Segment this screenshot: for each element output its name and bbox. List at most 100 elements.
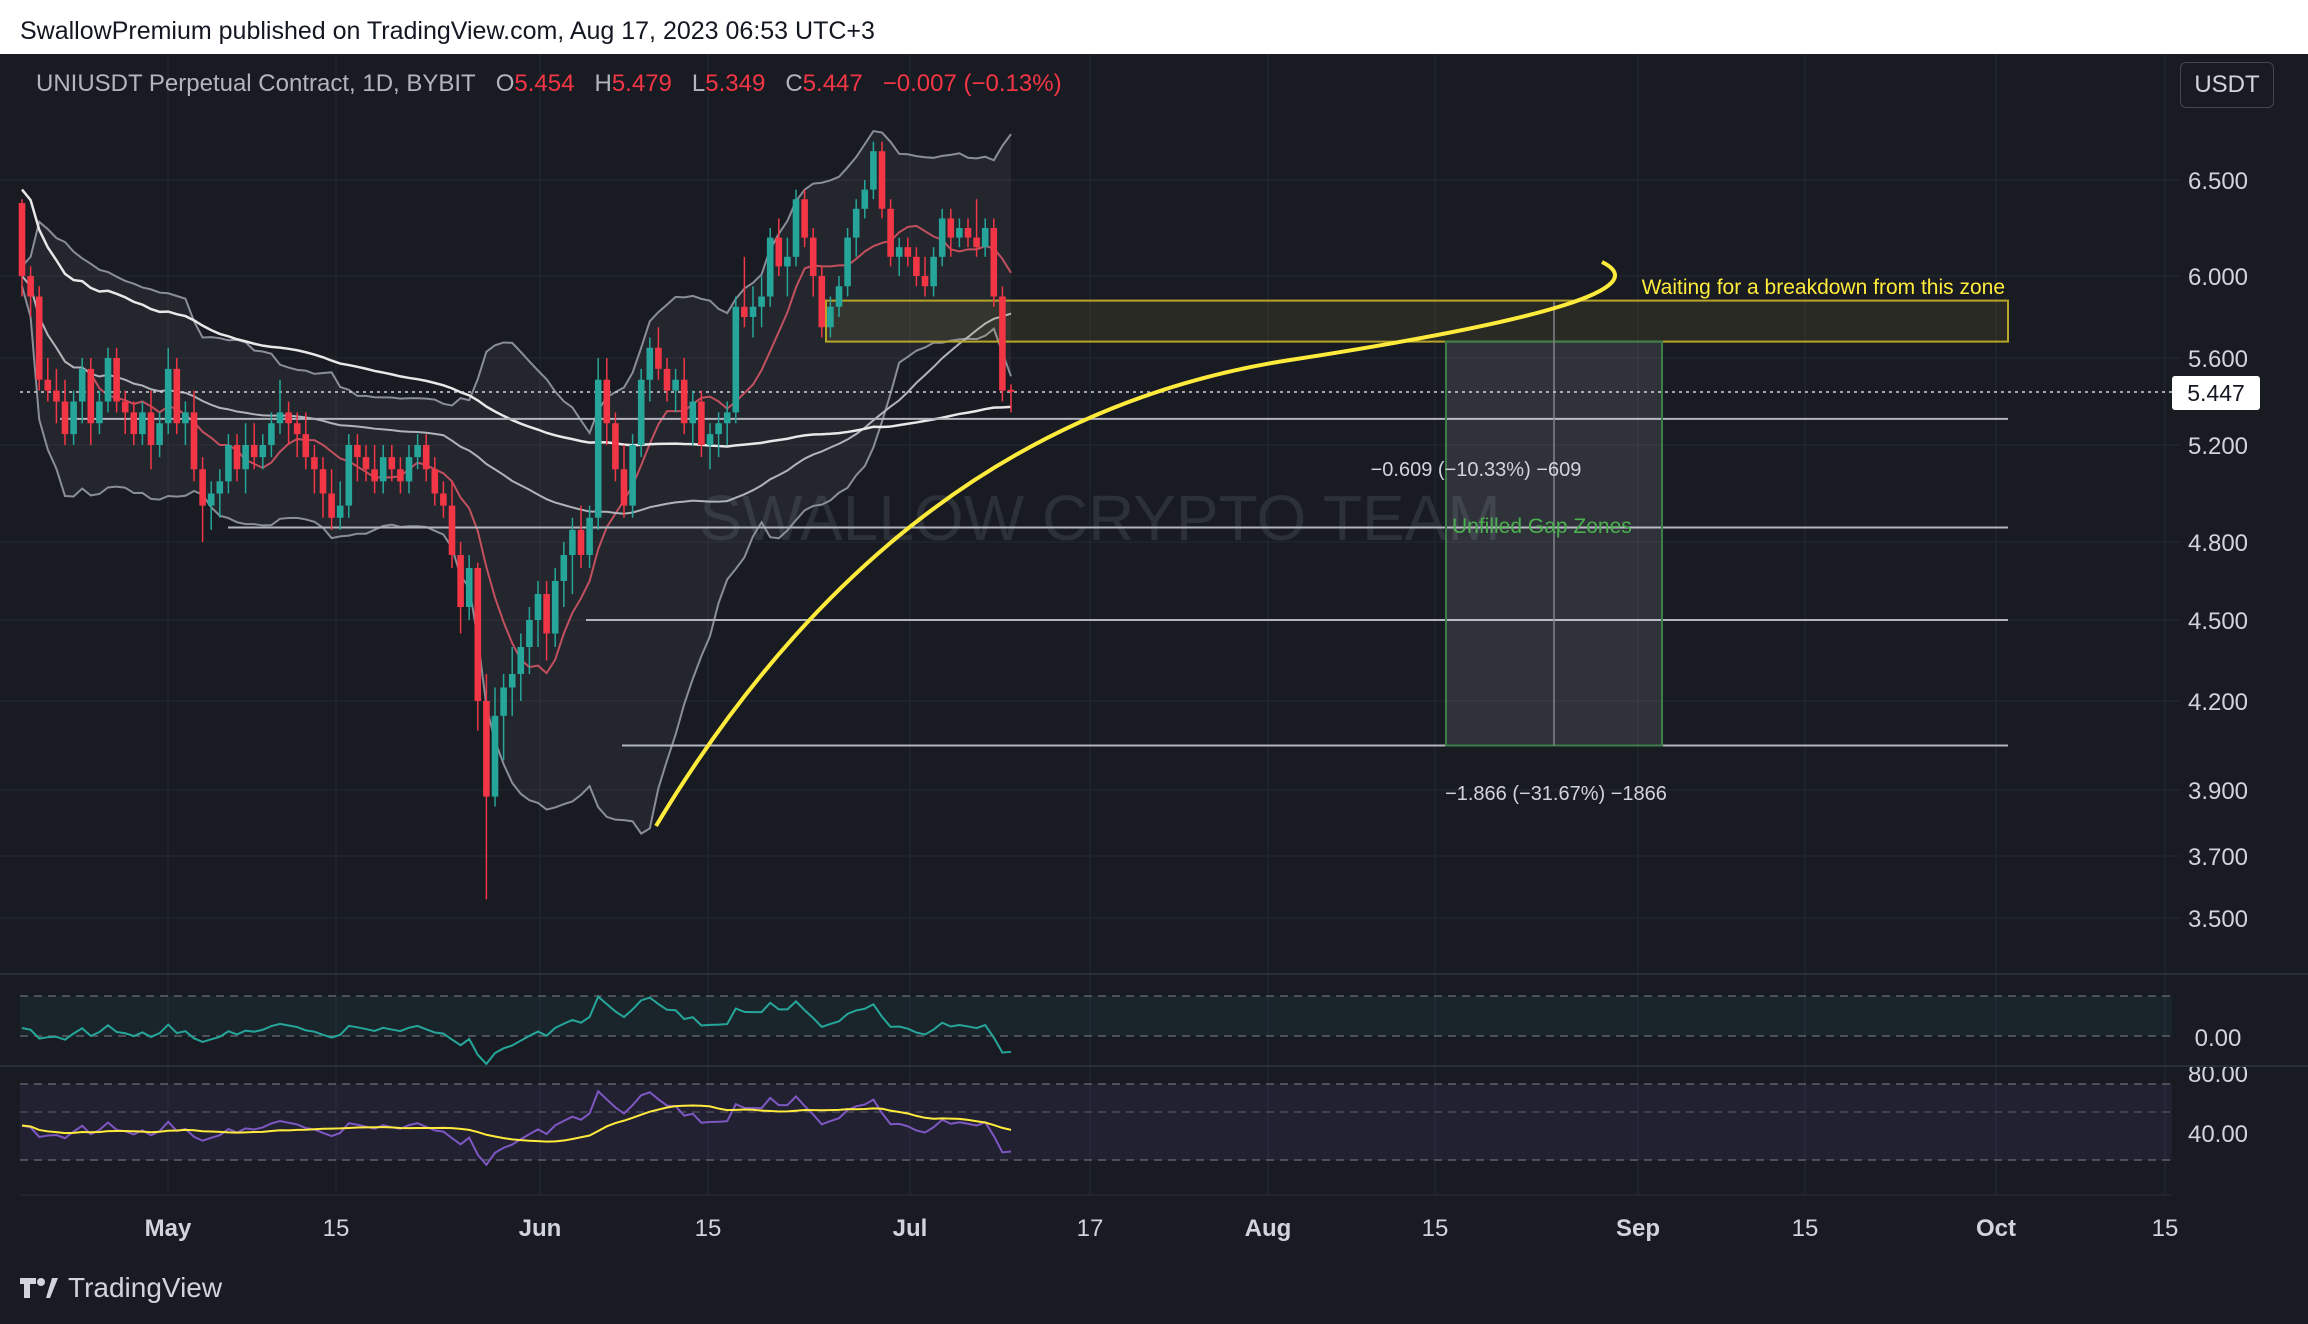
candle-body-33 [302, 434, 310, 458]
current-price-badge [2172, 376, 2260, 410]
price-tick-1: 6.000 [2188, 264, 2248, 291]
candle-body-71 [629, 445, 636, 506]
candle-body-18 [173, 368, 181, 424]
band-lower [21, 285, 1012, 835]
candle-body-61 [543, 594, 550, 634]
close-value: 5.447 [802, 70, 863, 97]
tradingview-logo-icon [20, 1278, 58, 1298]
gap-label: Unfilled Gap Zones [1452, 515, 1632, 538]
candle-body-48 [431, 469, 439, 494]
candle-body-0 [18, 203, 26, 276]
candle-body-82 [723, 412, 731, 424]
candle-body-47 [422, 445, 430, 470]
candle-body-103 [904, 247, 912, 257]
candle-body-58 [517, 647, 525, 674]
candle-body-80 [706, 434, 714, 445]
ma-slow [21, 188, 1012, 448]
bottom-bar [0, 1254, 2308, 1324]
candle-body-32 [293, 423, 301, 435]
tradingview-brand[interactable]: TradingView [18, 1270, 222, 1306]
candle-body-24 [225, 445, 232, 482]
watermark: SWALLOW CRYPTO TEAM [699, 482, 1500, 554]
candle-body-52 [465, 568, 473, 607]
candle-body-65 [577, 529, 585, 555]
price-tick-9: 3.500 [2188, 906, 2248, 933]
candle-body-35 [319, 469, 327, 494]
candle-body-114 [999, 296, 1006, 391]
candle-body-45 [405, 457, 413, 482]
candle-body-50 [448, 505, 456, 555]
price-tick-5: 4.500 [2188, 608, 2248, 635]
low-key: L [691, 70, 706, 97]
candle-body-88 [775, 237, 783, 267]
candle-body-94 [827, 306, 834, 328]
candle-body-11 [113, 358, 120, 402]
currency-button[interactable]: USDT [2180, 62, 2274, 108]
candle-body-70 [620, 469, 628, 506]
grid-lines [0, 54, 2180, 1195]
current-price-label: 5.447 [2187, 380, 2245, 406]
candle-body-59 [526, 620, 533, 647]
osc1-label: 0.00 [2195, 1025, 2242, 1052]
high-value: 5.479 [611, 70, 672, 97]
candle-body-13 [130, 412, 138, 435]
candle-body-39 [354, 445, 361, 458]
time-tick-7: 15 [1422, 1215, 1449, 1242]
band-upper [21, 129, 1012, 436]
candle-body-19 [182, 412, 189, 424]
candle-body-100 [878, 151, 886, 209]
candle-body-38 [345, 445, 353, 506]
candle-body-90 [792, 199, 800, 257]
candle-body-96 [844, 237, 851, 287]
open-value: 5.454 [514, 70, 575, 97]
candle-body-87 [766, 237, 774, 297]
candle-body-55 [491, 715, 499, 797]
candle-body-41 [371, 469, 378, 482]
time-tick-6: Aug [1245, 1215, 1292, 1242]
rsi-band [20, 1084, 2172, 1160]
candle-body-44 [397, 469, 404, 482]
time-tick-3: 15 [695, 1215, 722, 1242]
time-tick-4: Jul [893, 1215, 928, 1242]
price-tick-2: 5.600 [2188, 346, 2248, 373]
chart-background [0, 54, 2308, 1254]
oscillator-1: 0.00 [0, 973, 2308, 1066]
price-tick-3: 5.200 [2188, 433, 2248, 460]
time-tick-9: 15 [1792, 1215, 1819, 1242]
price-axis: 6.500 6.000 5.600 5.200 4.800 4.500 4.200 3.900… [2172, 168, 2260, 933]
price-tick-6: 4.200 [2188, 689, 2248, 716]
candle-body-102 [895, 247, 903, 257]
candle-body-36 [328, 493, 335, 518]
candle-body-69 [612, 423, 619, 470]
candle-body-76 [672, 379, 679, 391]
candle-body-31 [285, 412, 292, 424]
candle-body-113 [990, 228, 998, 297]
candle-body-99 [870, 151, 877, 190]
candle-body-40 [362, 457, 370, 470]
symbol-name: UNIUSDT Perpetual Contract, 1D, BYBIT [36, 70, 476, 97]
candles [18, 141, 1015, 900]
candle-body-77 [680, 379, 688, 424]
open-key: O [495, 70, 515, 97]
candle-body-57 [508, 674, 516, 688]
candle-body-34 [311, 457, 318, 470]
rsi-ma-line [21, 1104, 1012, 1143]
candle-body-3 [44, 379, 52, 391]
candle-body-115 [1007, 389, 1015, 392]
candle-body-73 [646, 347, 654, 380]
candle-body-53 [474, 568, 482, 701]
candle-body-60 [534, 594, 542, 620]
candle-body-67 [594, 379, 602, 518]
candle-body-63 [560, 555, 568, 581]
candle-body-26 [242, 445, 249, 470]
candle-body-37 [336, 505, 344, 518]
publisher-caption: SwallowPremium published on TradingView.… [20, 17, 875, 45]
low-value: 5.349 [705, 70, 766, 97]
time-tick-0: May [145, 1215, 192, 1242]
candle-body-27 [250, 445, 258, 458]
candle-body-86 [758, 296, 765, 307]
candle-body-107 [938, 218, 946, 257]
candle-body-98 [861, 189, 869, 209]
time-tick-1: 15 [323, 1215, 350, 1242]
